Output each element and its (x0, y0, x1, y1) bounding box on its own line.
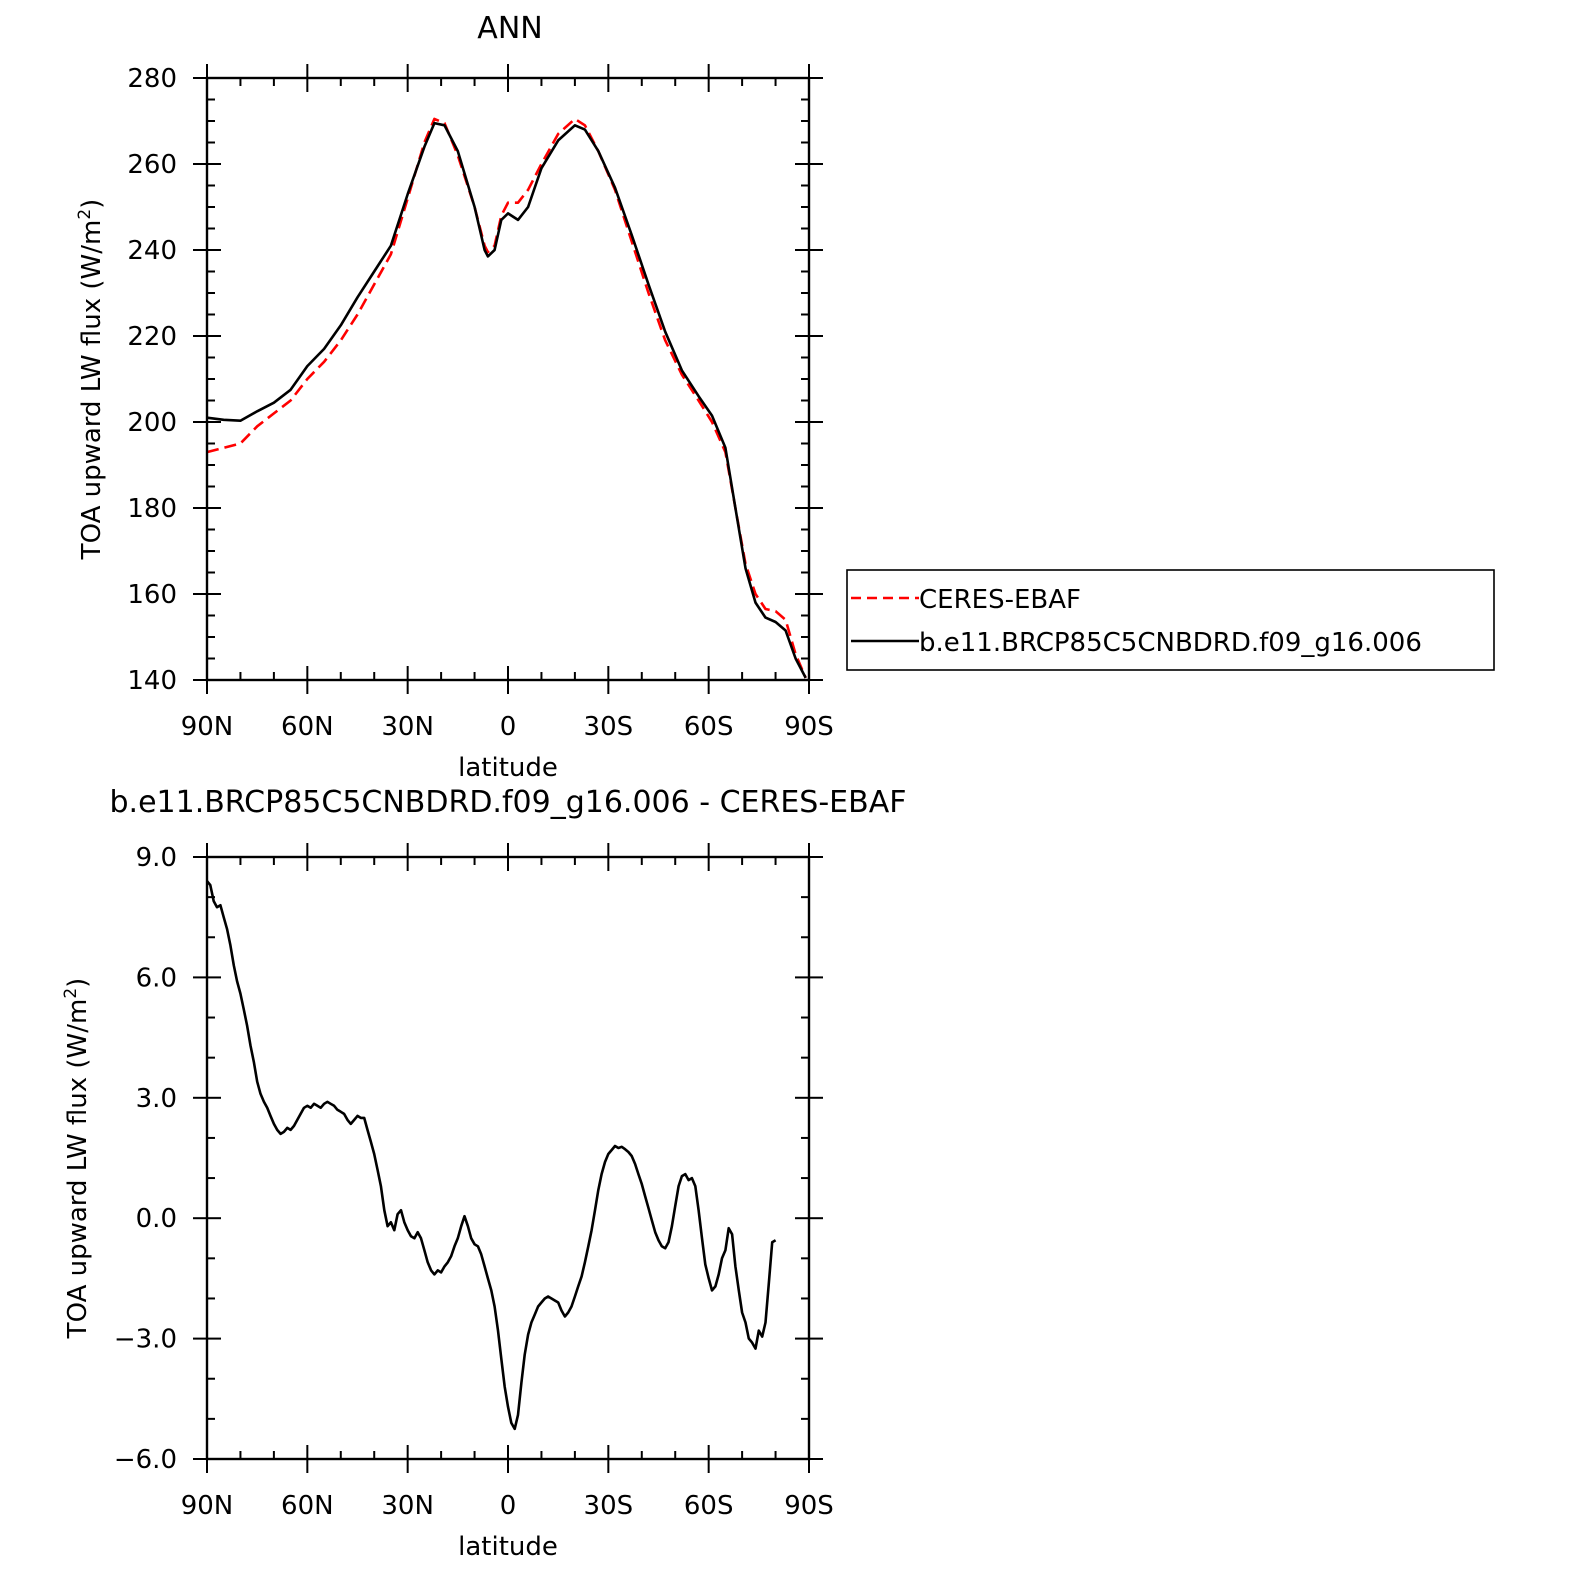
y-tick-label: 3.0 (136, 1084, 177, 1114)
x-tick-label: 90S (784, 1491, 834, 1521)
bottom-y-axis-label: TOA upward LW flux (W/m2) (61, 978, 93, 1340)
top-plot-frame (205, 76, 811, 682)
legend-box (846, 569, 1495, 671)
top-legend: CERES-EBAF b.e11.BRCP85C5CNBDRD.f09_g16.… (846, 569, 1495, 671)
legend-item-model: b.e11.BRCP85C5CNBDRD.f09_g16.006 (851, 628, 1422, 658)
bottom-axis-ticks (193, 843, 823, 1473)
y-tick-label: 0.0 (136, 1204, 177, 1234)
bottom-series-layer (205, 880, 777, 1431)
y-tick-label: 180 (127, 494, 177, 524)
top-series-line-b-e11-brcp85c5cnbdrd-f09-g16-006 (206, 121, 807, 679)
y-tick-label: −3.0 (114, 1325, 177, 1355)
top-chart-panel: ANN 90N 60N 30N 0 30S 60S 90S 140 160 180 200 220 2… (75, 11, 1495, 783)
x-tick-label: 90S (784, 712, 834, 742)
x-tick-label: 0 (500, 712, 517, 742)
bottom-chart-panel: b.e11.BRCP85C5CNBDRD.f09_g16.006 - CERES… (61, 785, 907, 1562)
x-tick-label: 60N (281, 712, 334, 742)
y-tick-label: 280 (127, 64, 177, 94)
y-tick-label: 200 (127, 408, 177, 438)
x-tick-label: 90N (181, 1491, 234, 1521)
y-tick-label: −6.0 (114, 1445, 177, 1475)
bottom-series-line-difference (205, 880, 777, 1431)
top-chart-title: ANN (477, 11, 542, 46)
top-x-axis-label: latitude (458, 753, 558, 783)
top-series-layer (206, 117, 807, 679)
top-plot-area (193, 64, 823, 694)
x-tick-label: 90N (181, 712, 234, 742)
legend-item-ceres-ebaf: CERES-EBAF (851, 585, 1081, 615)
x-tick-label: 30S (584, 712, 634, 742)
y-tick-label: 6.0 (136, 963, 177, 993)
x-tick-label: 0 (500, 1491, 517, 1521)
top-y-axis-label: TOA upward LW flux (W/m2) (75, 199, 107, 561)
legend-label-ceres-ebaf: CERES-EBAF (919, 585, 1081, 615)
bottom-x-tick-labels: 90N 60N 30N 0 30S 60S 90S (181, 1491, 834, 1521)
y-tick-label: 140 (127, 666, 177, 696)
top-series-line-ceres-ebaf (206, 117, 807, 679)
y-tick-label: 9.0 (136, 843, 177, 873)
bottom-chart-title: b.e11.BRCP85C5CNBDRD.f09_g16.006 - CERES… (109, 785, 906, 820)
x-tick-label: 30N (381, 1491, 434, 1521)
x-tick-label: 60N (281, 1491, 334, 1521)
y-tick-label: 260 (127, 150, 177, 180)
top-x-tick-labels: 90N 60N 30N 0 30S 60S 90S (181, 712, 834, 742)
y-tick-label: 160 (127, 580, 177, 610)
legend-label-model: b.e11.BRCP85C5CNBDRD.f09_g16.006 (919, 628, 1422, 658)
x-tick-label: 60S (684, 712, 734, 742)
bottom-x-axis-label: latitude (458, 1532, 558, 1562)
bottom-plot-area (193, 843, 823, 1473)
x-tick-label: 30N (381, 712, 434, 742)
top-y-tick-labels: 140 160 180 200 220 240 260 280 (127, 64, 177, 696)
top-axis-ticks (193, 64, 823, 694)
x-tick-label: 60S (684, 1491, 734, 1521)
y-tick-label: 240 (127, 236, 177, 266)
x-tick-label: 30S (584, 1491, 634, 1521)
bottom-plot-frame (205, 855, 811, 1461)
y-tick-label: 220 (127, 322, 177, 352)
bottom-y-tick-labels: −6.0 −3.0 0.0 3.0 6.0 9.0 (114, 843, 177, 1475)
